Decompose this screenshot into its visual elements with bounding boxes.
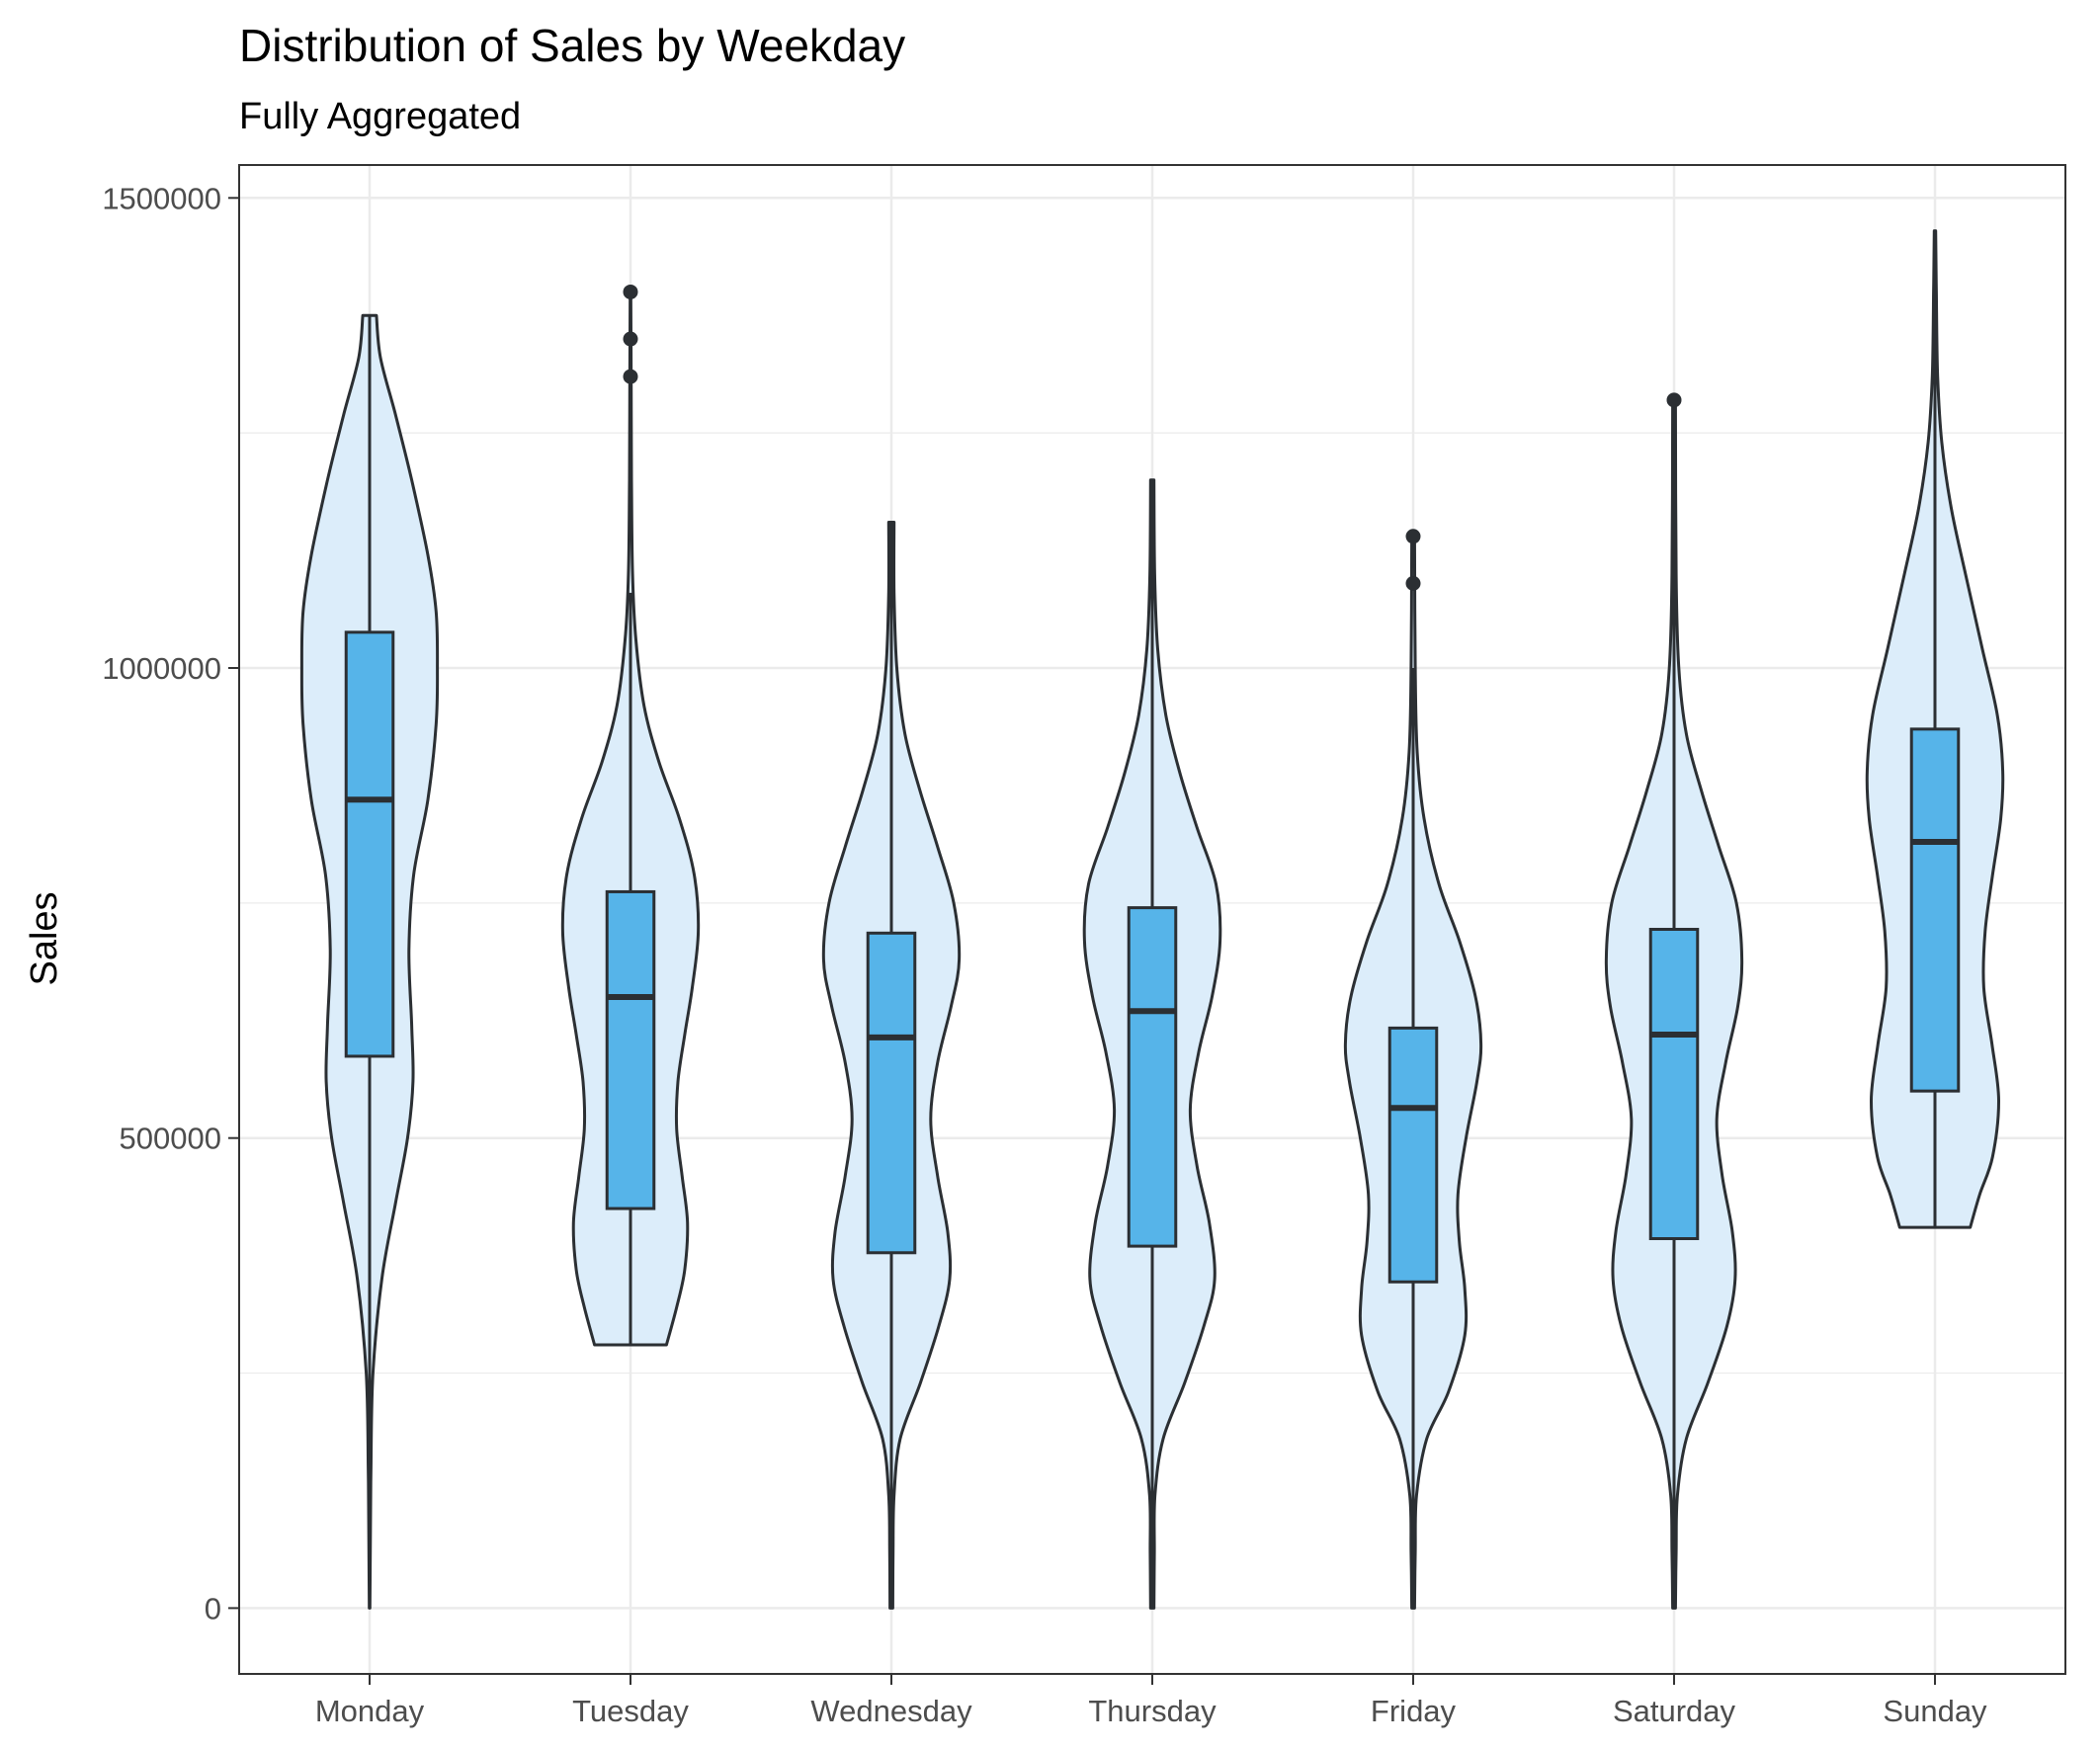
y-tick-label: 1500000: [102, 181, 221, 215]
violin-group-wednesday: [821, 521, 962, 1610]
outlier-point: [623, 284, 638, 299]
violin-group-sunday: [1865, 229, 2005, 1229]
box-iqr: [605, 889, 656, 1210]
x-tick-label: Sunday: [1883, 1694, 1987, 1728]
y-tick-label: 500000: [120, 1122, 221, 1156]
x-tick-label: Saturday: [1613, 1694, 1736, 1728]
outlier-point: [623, 331, 638, 347]
x-tick-label: Thursday: [1088, 1694, 1217, 1728]
box-iqr: [1648, 927, 1700, 1241]
y-tick-label: 1000000: [102, 651, 221, 686]
violin-group-saturday: [1604, 392, 1744, 1610]
outlier-point: [1405, 575, 1421, 591]
box-iqr: [866, 931, 917, 1255]
box-iqr: [344, 630, 395, 1058]
violin-group-thursday: [1082, 478, 1222, 1610]
chart-title: Distribution of Sales by Weekday: [239, 20, 905, 71]
violins: [299, 229, 2005, 1610]
outlier-point: [1405, 529, 1421, 544]
x-tick-label: Monday: [315, 1694, 425, 1728]
x-tick-label: Wednesday: [810, 1694, 972, 1728]
violin-group-tuesday: [560, 284, 701, 1347]
outlier-point: [1666, 392, 1682, 408]
box-iqr: [1909, 727, 1961, 1093]
violin-group-friday: [1343, 529, 1483, 1610]
chart-subtitle: Fully Aggregated: [239, 96, 521, 137]
axes: 0 500000 1000000 1500000 Monday Tuesday Wednes…: [102, 181, 1987, 1728]
outlier-point: [623, 369, 638, 384]
y-axis-label: Sales: [24, 891, 65, 985]
violin-group-monday: [299, 313, 440, 1610]
box-iqr: [1127, 906, 1178, 1248]
x-tick-label: Friday: [1371, 1694, 1457, 1728]
box-iqr: [1387, 1026, 1439, 1284]
y-tick-label: 0: [205, 1591, 221, 1625]
x-tick-label: Tuesday: [572, 1694, 689, 1728]
